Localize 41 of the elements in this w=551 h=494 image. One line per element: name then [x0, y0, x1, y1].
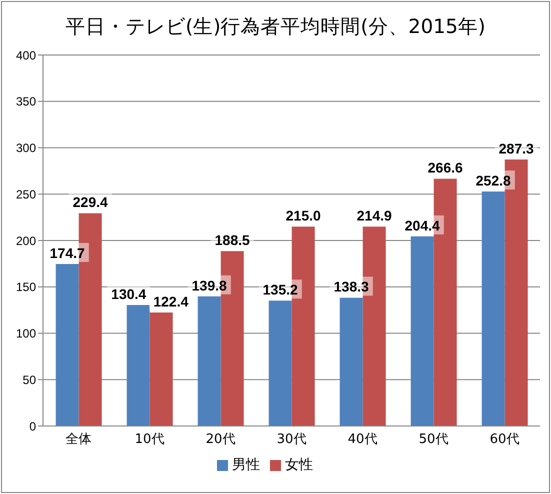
- x-tick-label: 20代: [206, 432, 236, 448]
- bar: [198, 296, 221, 426]
- x-tick-label: 10代: [134, 432, 164, 448]
- y-tick-label: 300: [16, 141, 36, 156]
- data-label: 215.0: [286, 208, 322, 224]
- bar: [410, 236, 434, 426]
- legend-label: 女性: [285, 457, 313, 473]
- data-label: 266.6: [428, 160, 464, 176]
- data-label: 229.4: [72, 194, 108, 210]
- bar: [56, 264, 79, 426]
- chart-title: 平日・テレビ(生)行為者平均時間(分、2015年): [64, 14, 487, 40]
- y-tick-label: 100: [16, 326, 36, 341]
- legend-label: 男性: [232, 457, 260, 473]
- x-tick-label: 60代: [490, 432, 520, 448]
- data-label: 130.4: [111, 286, 146, 302]
- x-tick-label: 30代: [276, 432, 306, 448]
- y-tick-label: 350: [16, 94, 36, 109]
- data-label: 287.3: [498, 140, 534, 157]
- x-tick-label: 全体: [66, 432, 92, 448]
- bar: [268, 300, 292, 426]
- data-label: 139.8: [192, 277, 228, 294]
- bar: [126, 305, 150, 426]
- y-tick-label: 0: [29, 419, 36, 434]
- data-label: 204.4: [404, 217, 440, 234]
- data-label: 174.7: [50, 244, 86, 261]
- y-tick-label: 50: [22, 372, 36, 387]
- bar: [482, 192, 505, 426]
- bar: [150, 312, 173, 426]
- y-tick-label: 200: [16, 234, 36, 248]
- data-label: 135.2: [262, 282, 298, 298]
- y-tick-label: 150: [16, 280, 36, 294]
- x-tick-label: 50代: [418, 432, 448, 448]
- data-label: 252.8: [476, 172, 512, 189]
- data-label: 122.4: [153, 293, 189, 310]
- y-tick-label: 250: [16, 187, 36, 202]
- data-label: 214.9: [356, 208, 392, 224]
- bar: [340, 298, 363, 426]
- data-label: 188.5: [214, 232, 250, 248]
- data-label: 138.3: [334, 278, 370, 295]
- y-tick-label: 400: [16, 48, 36, 62]
- x-tick-label: 40代: [348, 432, 378, 448]
